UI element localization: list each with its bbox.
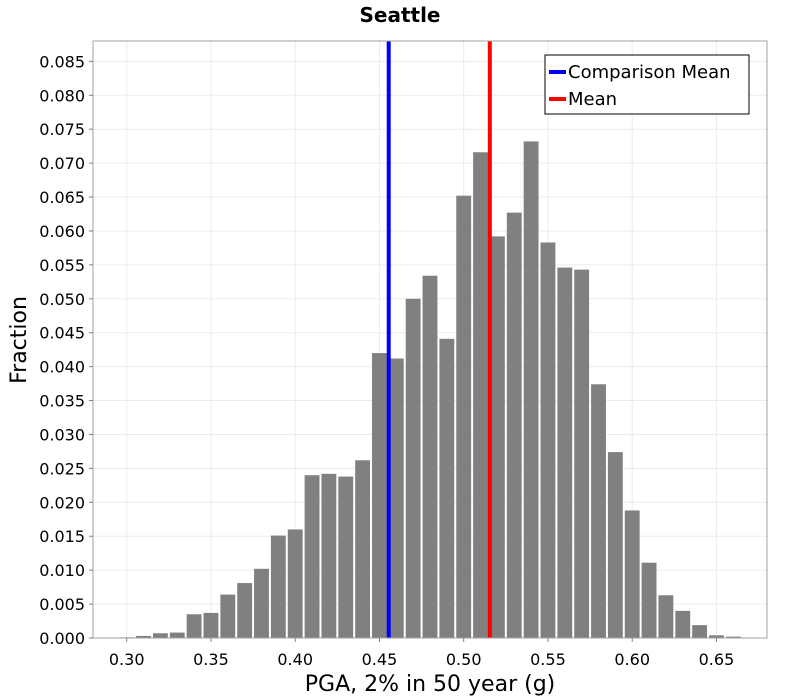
x-tick-label: 0.60 [614,650,650,669]
histogram-bar [523,141,539,638]
histogram-bar [624,510,640,638]
y-tick-label: 0.040 [39,358,85,377]
y-tick-label: 0.030 [39,425,85,444]
y-tick-label: 0.065 [39,188,85,207]
histogram-bar [692,625,708,638]
histogram-bar [439,338,455,638]
legend-label-mean: Mean [568,89,617,110]
histogram-bar [270,535,286,638]
y-axis-title: Fraction [7,296,32,384]
y-tick-label: 0.035 [39,392,85,411]
histogram-bars [119,141,741,639]
histogram-bar [456,195,472,638]
x-tick-label: 0.30 [109,650,145,669]
x-tick-label: 0.40 [277,650,313,669]
histogram-bar [641,562,657,638]
y-tick-label: 0.075 [39,120,85,139]
histogram-bar [725,636,741,638]
y-tick-label: 0.085 [39,52,85,71]
histogram-bar [169,632,185,638]
y-tick-label: 0.045 [39,324,85,343]
y-tick-label: 0.005 [39,595,85,614]
y-axis-ticks: 0.000 0.005 0.010 0.015 0.020 0.025 0.030 0.035… [39,52,93,648]
histogram-bar [405,298,421,638]
histogram-bar [287,529,303,638]
histogram-bar [540,242,556,639]
histogram-bar [237,583,253,638]
chart-title: Seattle [359,3,440,27]
x-tick-label: 0.50 [446,650,482,669]
y-tick-label: 0.080 [39,86,85,105]
histogram-bar [591,384,606,638]
y-tick-label: 0.055 [39,256,85,275]
histogram-bar [658,595,674,638]
histogram-bar [709,635,724,638]
y-tick-label: 0.015 [39,527,85,546]
legend: Comparison Mean Mean [544,54,750,115]
histogram-bar [607,452,623,638]
histogram-bar [574,269,590,638]
x-axis-title: PGA, 2% in 50 year (g) [305,672,556,697]
y-tick-label: 0.060 [39,222,85,241]
legend-box [544,54,750,115]
x-tick-label: 0.55 [530,650,566,669]
histogram-bar [557,267,573,638]
reference-lines [386,41,492,638]
x-axis-ticks: 0.30 0.35 0.40 0.45 0.50 0.55 0.60 0.65 [109,638,734,669]
histogram-bar [152,633,168,638]
histogram-bar [388,358,404,638]
histogram-bar [372,353,387,638]
histogram-bar [675,610,691,638]
histogram-bar [203,612,219,638]
histogram-bar [473,152,488,638]
y-tick-label: 0.020 [39,493,85,512]
x-tick-label: 0.35 [193,650,229,669]
y-tick-label: 0.000 [39,629,85,648]
histogram-bar [136,635,151,638]
legend-label-comparison-mean: Comparison Mean [568,62,731,83]
histogram-bar [186,614,202,638]
histogram-bar [220,594,236,638]
histogram-bar [304,475,320,638]
plot-frame [92,40,768,639]
x-tick-label: 0.65 [699,650,735,669]
x-tick-label: 0.45 [362,650,398,669]
histogram-bar [338,476,354,638]
y-tick-label: 0.070 [39,154,85,173]
histogram-bar [254,568,269,638]
histogram-bar [355,460,371,638]
y-tick-label: 0.050 [39,290,85,309]
histogram-bar [489,236,505,638]
histogram-bar [506,212,522,638]
histogram-bar [422,275,438,638]
y-tick-label: 0.010 [39,561,85,580]
histogram-bar [321,473,337,638]
y-tick-label: 0.025 [39,459,85,478]
